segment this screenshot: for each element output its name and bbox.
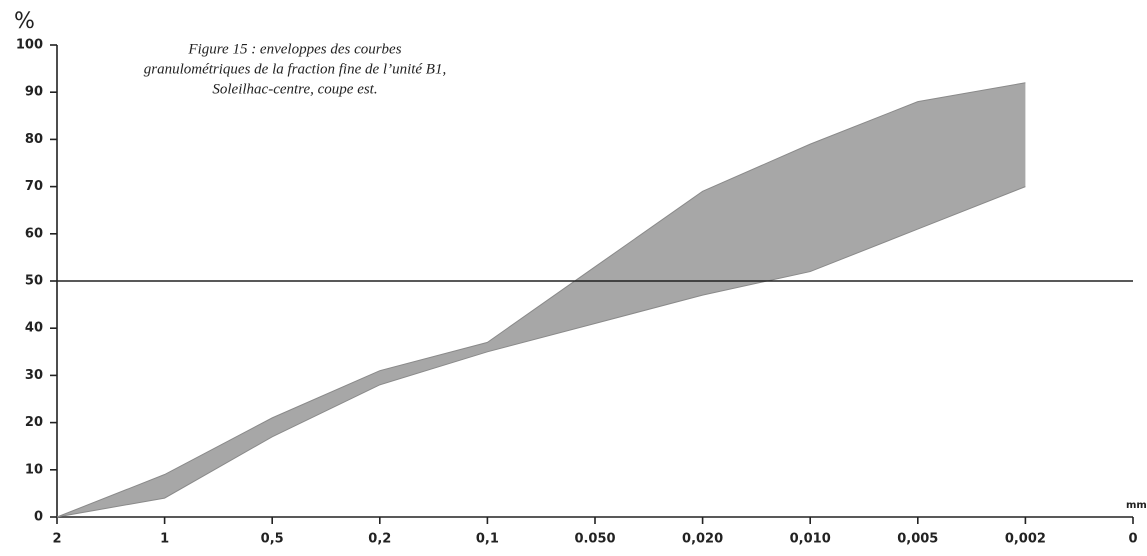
y-tick-label: 80 — [25, 132, 43, 147]
band-edge — [56, 82, 1026, 518]
x-tick-label: 0.050 — [574, 532, 615, 547]
x-tick-label: 0,010 — [790, 532, 831, 547]
chart-title: Soleilhac-centre, coupe est. — [212, 81, 377, 97]
y-tick-label: 40 — [25, 321, 43, 336]
y-tick-label: 70 — [25, 179, 43, 194]
y-tick-label: 90 — [25, 85, 43, 100]
x-tick-label: 0 — [1128, 532, 1137, 547]
x-tick-label: 1 — [160, 532, 169, 547]
x-tick-label: 0,5 — [261, 532, 284, 547]
y-tick-label: 0 — [34, 510, 43, 525]
y-tick-label: 60 — [25, 226, 43, 241]
x-tick-label: 0,005 — [897, 532, 938, 547]
y-tick-label: 20 — [25, 415, 43, 430]
chart-title: granulométriques de la fraction fine de … — [144, 61, 446, 77]
band-edge — [56, 186, 1026, 518]
x-tick-label: 2 — [52, 532, 61, 547]
chart-title: Figure 15 : enveloppes des courbes — [187, 41, 401, 57]
x-tick-label: 0,1 — [476, 532, 499, 547]
y-tick-label: 10 — [25, 462, 43, 477]
y-tick-label: 30 — [25, 368, 43, 383]
band-fill — [57, 82, 1026, 517]
y-tick-label: 100 — [16, 38, 43, 53]
x-tick-label: 0,020 — [682, 532, 723, 547]
x-axis-label: mm — [1126, 500, 1147, 511]
x-tick-label: 0,002 — [1005, 532, 1046, 547]
y-tick-label: 50 — [25, 274, 43, 289]
y-axis-label: % — [14, 9, 35, 34]
x-tick-label: 0,2 — [368, 532, 391, 547]
